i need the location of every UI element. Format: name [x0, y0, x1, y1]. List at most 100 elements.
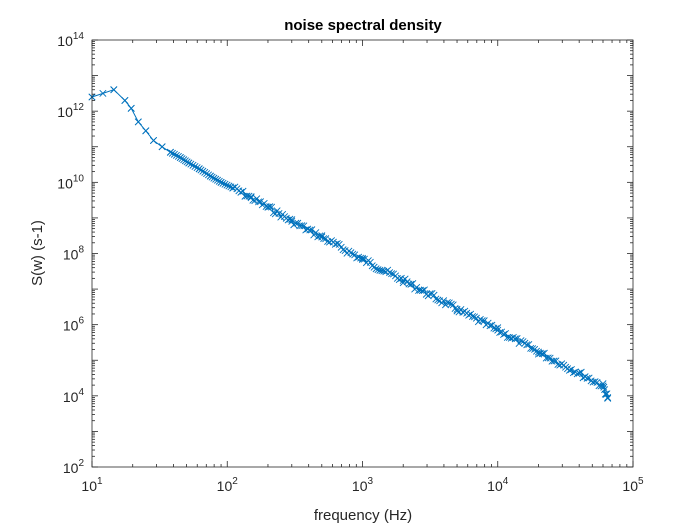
data-point	[540, 349, 548, 357]
data-point	[158, 143, 166, 151]
data-point	[206, 172, 214, 180]
data-point	[204, 171, 213, 179]
data-point	[440, 297, 448, 305]
data-point	[223, 181, 231, 189]
data-point	[185, 159, 193, 167]
data-point	[316, 232, 324, 240]
data-point	[480, 317, 488, 325]
data-point	[191, 162, 199, 171]
data-point	[166, 148, 174, 156]
x-tick-label: 105	[622, 476, 644, 494]
y-tick-label: 106	[63, 316, 85, 334]
data-point	[318, 233, 326, 241]
x-tick-label: 103	[352, 476, 374, 494]
data-point	[386, 269, 394, 277]
data-point	[374, 266, 382, 274]
y-tick-label: 108	[63, 245, 85, 263]
data-point	[312, 229, 320, 237]
y-tick-label: 1010	[57, 173, 84, 191]
data-point	[453, 307, 461, 315]
data-point	[569, 369, 577, 377]
x-tick-label: 104	[487, 476, 509, 494]
data-point	[372, 265, 380, 273]
data-point	[511, 335, 519, 343]
data-point	[468, 312, 477, 321]
data-point	[221, 180, 229, 188]
data-point	[407, 280, 415, 288]
x-tick-label: 101	[81, 476, 103, 494]
data-point	[229, 184, 237, 192]
data-point	[513, 334, 521, 343]
data-point	[420, 286, 428, 294]
data-point	[253, 195, 261, 203]
data-point	[134, 118, 142, 126]
data-point	[195, 165, 203, 173]
data-point	[573, 370, 581, 378]
data-point	[247, 194, 255, 202]
data-point	[604, 394, 612, 402]
data-point	[358, 255, 367, 263]
data-point	[472, 314, 480, 322]
plot-area	[92, 40, 633, 467]
data-point	[264, 203, 272, 211]
data-point	[476, 315, 484, 323]
data-point	[355, 253, 363, 261]
data-point	[256, 198, 265, 206]
data-point	[434, 296, 442, 304]
data-point	[388, 270, 396, 278]
data-point	[486, 322, 494, 330]
data-point	[99, 89, 107, 97]
data-point	[215, 177, 223, 185]
data-point	[199, 167, 207, 175]
data-point	[517, 337, 525, 345]
data-point	[546, 354, 554, 362]
data-point	[168, 149, 176, 157]
data-point	[300, 222, 308, 230]
data-point	[604, 393, 612, 401]
data-point	[288, 217, 296, 225]
data-point	[534, 348, 542, 356]
data-point	[351, 251, 359, 259]
data-point	[465, 311, 473, 319]
data-point	[219, 179, 227, 187]
data-point	[212, 175, 220, 183]
data-point	[494, 326, 502, 334]
data-point	[142, 127, 150, 135]
data-point	[266, 203, 274, 211]
data-point	[308, 226, 316, 234]
data-point	[255, 198, 263, 206]
data-point	[239, 187, 247, 195]
data-point	[208, 173, 216, 181]
data-point	[529, 345, 537, 353]
data-point	[213, 176, 222, 184]
y-tick-label: 1014	[57, 31, 84, 49]
data-point	[149, 136, 158, 145]
data-point	[432, 295, 440, 303]
data-point	[292, 219, 300, 227]
data-point	[399, 276, 407, 284]
data-point	[443, 298, 451, 307]
data-point	[110, 86, 118, 94]
y-tick-label: 102	[63, 458, 85, 476]
data-point	[453, 305, 461, 313]
data-point	[174, 152, 182, 160]
data-point	[127, 104, 135, 112]
x-tick-label: 102	[217, 476, 239, 494]
plot-background	[92, 40, 633, 467]
data-point	[445, 299, 453, 307]
series-markers-0	[88, 86, 612, 402]
data-point	[210, 174, 218, 182]
data-point	[306, 226, 314, 234]
data-point	[189, 161, 197, 169]
x-axis-label: frequency (Hz)	[314, 507, 412, 524]
series-marks	[88, 86, 612, 402]
data-point	[583, 374, 591, 382]
data-point	[121, 96, 129, 104]
y-tick-label: 104	[63, 387, 85, 405]
data-point	[187, 160, 195, 168]
data-point	[565, 366, 574, 374]
data-point	[500, 330, 508, 339]
data-point	[599, 382, 607, 390]
